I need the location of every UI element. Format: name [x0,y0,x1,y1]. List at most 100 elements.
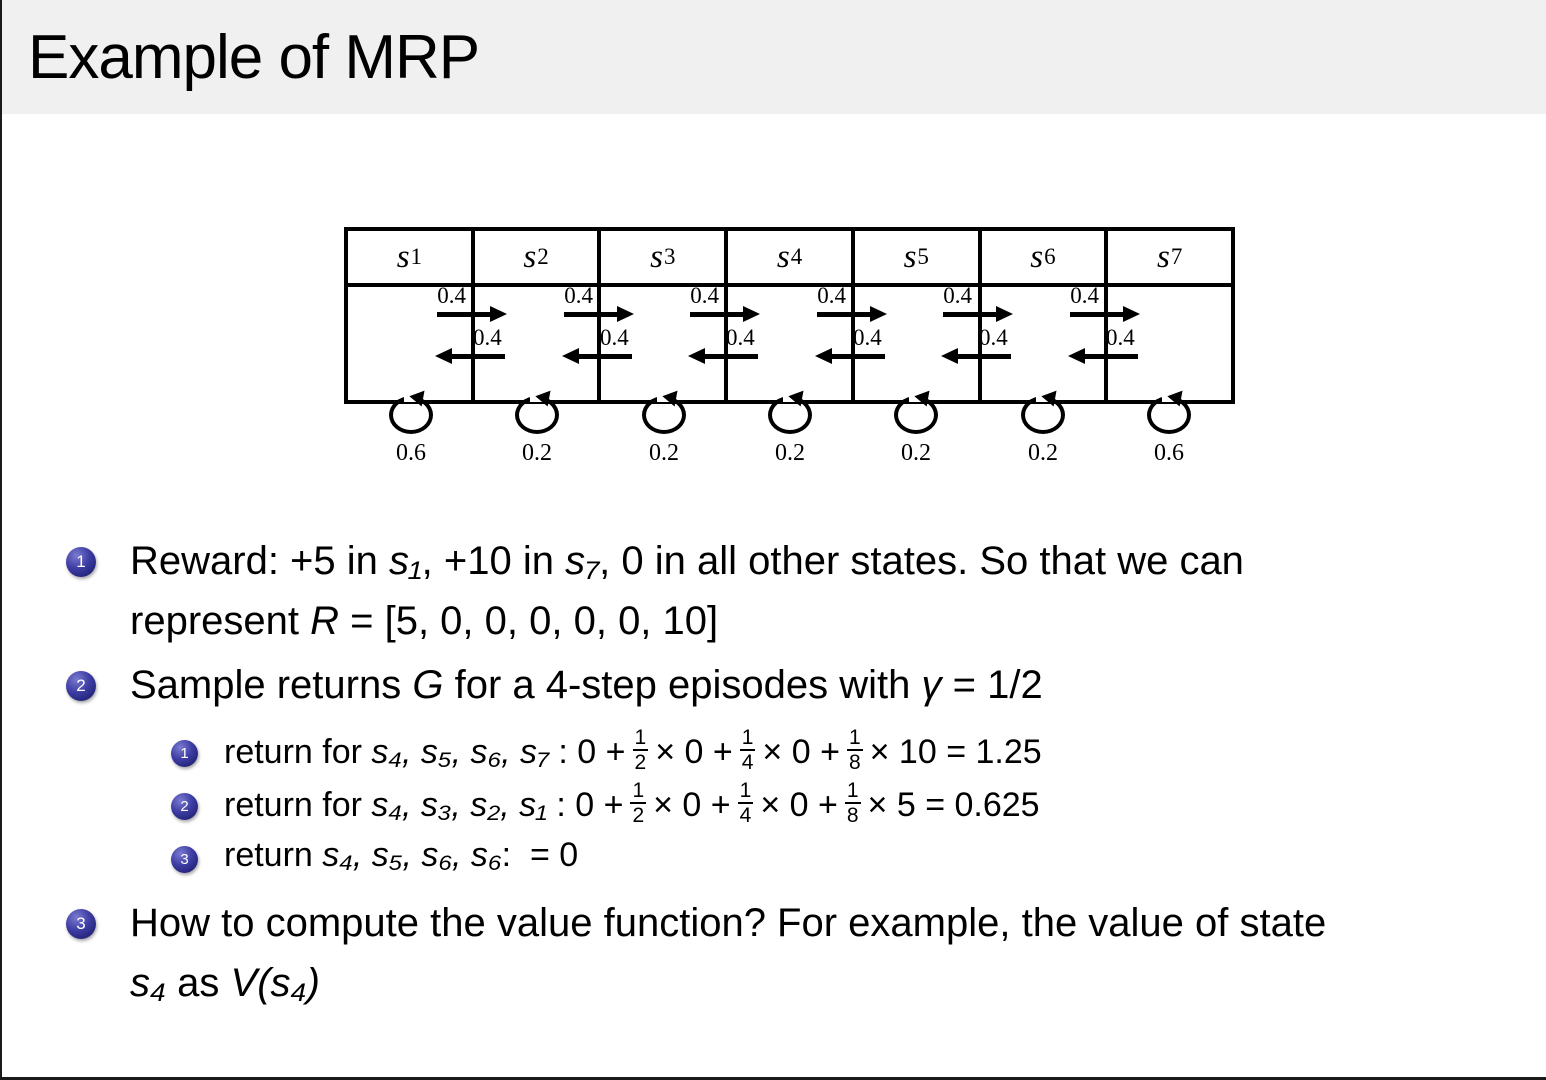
text: Sample returns [130,663,413,707]
numerator: 1 [737,779,754,805]
bullet-2-marker: 2 [66,671,96,701]
slide-header: Example of MRP [2,0,1546,114]
bullet-number: 3 [180,851,189,868]
self-loop-icon [768,385,812,434]
text: return [224,836,323,874]
left-arrow-icon [815,348,885,365]
transition-prob-label: 0.4 [943,283,972,308]
sub-bullet-1-marker: 1 [171,740,198,767]
left-arrow-icon [941,348,1011,365]
equation-result: × 5 = 0.625 [867,785,1040,824]
self-loop-prob-label: 0.2 [649,440,679,466]
sub-bullet-3-equation: return s₄, s₅, s₆, s₆: = 0 [224,836,578,875]
text: , 0 in all other states. So that we can [599,539,1244,583]
denominator: 4 [741,751,754,775]
text: × 0 + [762,732,840,771]
sub-bullet-2-marker: 2 [171,793,198,820]
text: , +10 in [421,539,566,583]
denominator: 8 [848,751,861,775]
self-loop-prob-label: 0.6 [396,440,426,466]
denominator: 2 [632,804,645,828]
text: × 0 + [760,785,838,824]
math-s7: s₇ [565,539,600,583]
text: = 1/2 [941,663,1043,707]
numerator: 1 [632,726,649,752]
self-loop-icon [515,385,559,434]
self-loop-prob-label: 0.6 [1154,440,1184,466]
math-s4: s₄ [130,961,167,1005]
bullet-number: 2 [76,676,86,695]
reward-vector: = [5, 0, 0, 0, 0, 0, 10] [339,599,719,643]
right-arrow-icon [564,306,634,323]
state-sequence: s₄, s₅, s₆, s₆ [322,836,502,874]
transition-prob-label: 0.4 [726,325,755,350]
left-arrow-icon [688,348,758,365]
right-arrow-icon [817,306,887,323]
math-G: G [412,663,444,707]
state-name: s [523,238,537,275]
self-loop-icon [1021,385,1065,434]
numerator: 1 [630,779,647,805]
state-name: s [903,238,917,275]
bullet-3-line-2: s₄ as V(s₄) [130,959,320,1007]
self-loop-prob-label: 0.2 [1028,440,1058,466]
transition-prob-label: 0.4 [979,325,1008,350]
state-name: s [650,238,663,275]
text: return for [224,785,372,824]
text: Reward: +5 in [130,539,390,583]
self-loop-prob-label: 0.2 [901,440,931,466]
bullet-1-line-2: represent R = [5, 0, 0, 0, 0, 0, 10] [130,597,718,645]
text: as [166,961,231,1005]
text: for a 4-step episodes with [443,663,922,707]
text: : 0 + [546,785,624,824]
denominator: 2 [634,751,647,775]
text: × 0 + [653,785,731,824]
bullet-1-marker: 1 [66,547,96,577]
numerator: 1 [846,726,863,752]
right-arrow-icon [1070,306,1140,323]
text: × 0 + [655,732,733,771]
transition-prob-label: 0.4 [1106,325,1135,350]
denominator: 4 [739,804,752,828]
text: How to compute the value function? For e… [130,901,1327,945]
left-arrow-icon [1068,348,1138,365]
right-arrow-icon [437,306,507,323]
state-sequence: s₄, s₃, s₂, s₁ [371,785,547,824]
state-name: s [1157,238,1170,275]
self-loop-icon [389,385,433,434]
text: : 0 + [548,732,626,771]
transition-prob-label: 0.4 [1070,283,1099,308]
self-loop-prob-label: 0.2 [522,440,552,466]
numerator: 1 [844,779,861,805]
math-gamma: γ [921,663,942,707]
bullet-3-line-1: How to compute the value function? For e… [130,899,1326,947]
state-name: s [396,238,410,275]
math-s1: s₁ [389,539,422,583]
state-name: s [776,238,790,275]
transition-prob-label: 0.4 [473,325,502,350]
bullet-number: 1 [180,745,189,762]
left-arrow-icon [435,348,505,365]
self-loop-prob-label: 0.2 [775,440,805,466]
transition-prob-label: 0.4 [564,283,593,308]
bullet-number: 3 [76,914,86,933]
right-arrow-icon [943,306,1013,323]
state-sequence: s₄, s₅, s₆, s₇ [371,732,549,771]
denominator: 8 [846,804,859,828]
right-arrow-icon [690,306,760,323]
bullet-number: 1 [76,552,86,571]
left-arrow-icon [562,348,632,365]
